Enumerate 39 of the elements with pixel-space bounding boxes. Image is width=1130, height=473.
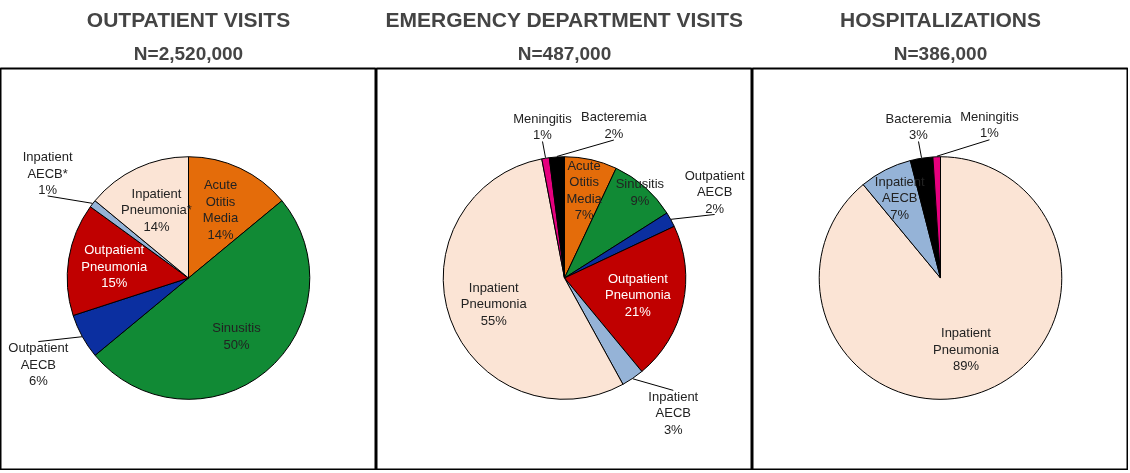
chart-title: HOSPITALIZATIONS	[839, 7, 1042, 31]
data-label: 14%	[143, 218, 170, 234]
slice-label: Outpatient Pneumonia	[81, 242, 148, 274]
slice-label: Outpatient Pneumonia	[605, 270, 672, 302]
data-label: 3%	[663, 421, 684, 437]
data-label: 14%	[207, 226, 234, 242]
slice-label: Inpatient AECB	[648, 388, 699, 421]
chart-title: EMERGENCY DEPARTMENT VISITS	[385, 7, 744, 31]
slice-label: Acute Otitis Media	[202, 177, 239, 226]
data-label: 1%	[533, 127, 553, 143]
data-label: 2%	[604, 125, 624, 141]
data-label: 55%	[480, 312, 508, 328]
slice-label: Inpatient AECB*	[22, 149, 73, 181]
slice-label: Bacteremia	[581, 109, 648, 125]
data-label: 6%	[28, 373, 49, 389]
slice-label: Bacteremia	[885, 110, 953, 126]
slice-label: Inpatient Pneumonia	[933, 325, 1000, 357]
chart-title: OUTPATIENT VISITS	[86, 7, 291, 31]
data-label: 50%	[223, 336, 250, 352]
chart-subtitle: N=386,000	[893, 42, 988, 64]
data-label: 2%	[705, 200, 725, 216]
data-label: 7%	[890, 206, 910, 222]
slice-label: Acute Otitis Media	[566, 157, 603, 206]
data-label: 3%	[909, 127, 929, 143]
chart-subtitle: N=487,000	[517, 42, 612, 64]
data-label: 9%	[630, 192, 650, 208]
data-label: 1%	[980, 125, 1000, 141]
slice-label: Sinusitis	[212, 320, 262, 336]
slice-label: Inpatient Pneumonia	[460, 279, 528, 312]
slice-label: Meningitis	[960, 108, 1020, 124]
data-label: 89%	[952, 358, 980, 374]
chart-subtitle: N=2,520,000	[133, 42, 244, 64]
slice-label: Meningitis	[513, 110, 573, 126]
slice-label: Outpatient AECB	[8, 340, 69, 372]
data-label: 15%	[101, 275, 128, 291]
slice-label: Outpatient AECB	[684, 167, 746, 200]
data-label: 7%	[574, 207, 594, 223]
data-label: 1%	[38, 182, 58, 198]
data-label: 21%	[624, 303, 652, 319]
